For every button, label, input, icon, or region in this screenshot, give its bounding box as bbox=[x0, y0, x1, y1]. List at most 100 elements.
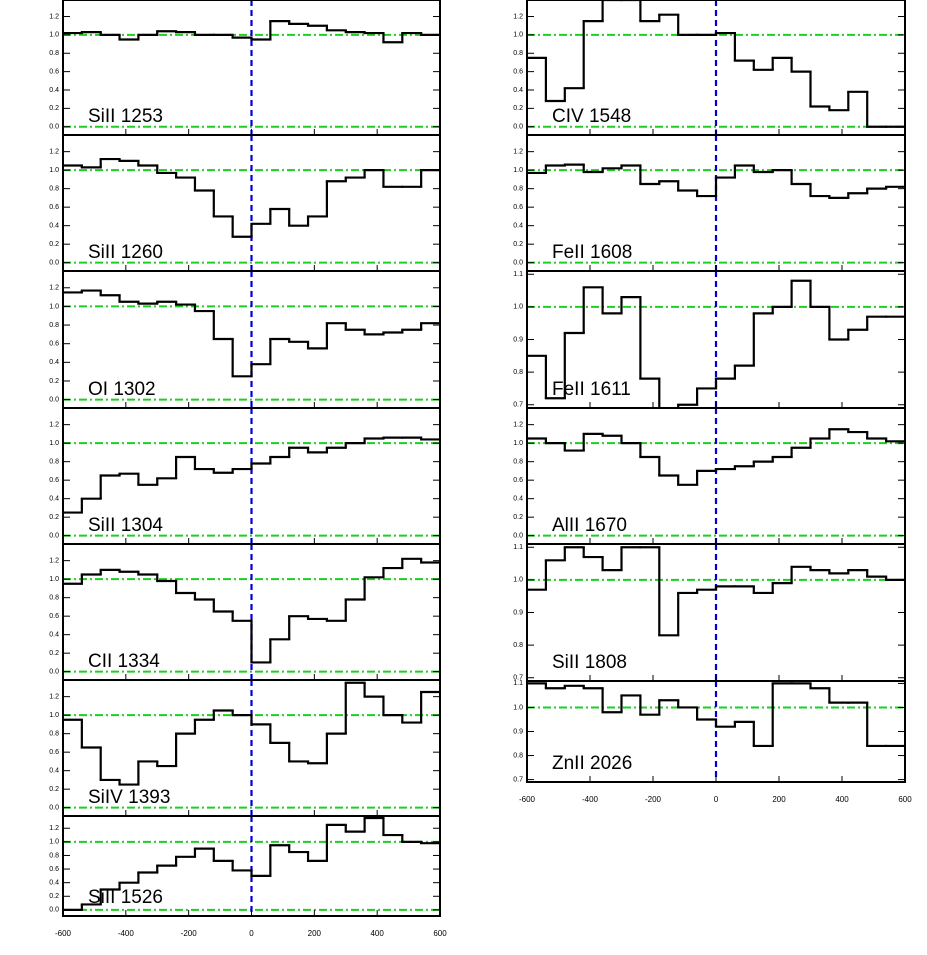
y-tick-label: 0.6 bbox=[513, 204, 523, 211]
x-tick-label: 400 bbox=[370, 929, 384, 938]
y-tick-label: 0.9 bbox=[513, 728, 523, 735]
y-tick-label: 0.8 bbox=[49, 322, 59, 329]
y-tick-label: 0.0 bbox=[49, 124, 59, 131]
y-tick-label: 1.0 bbox=[49, 839, 59, 846]
line-label: OI 1302 bbox=[88, 379, 156, 400]
panel bbox=[527, 271, 905, 408]
y-tick-label: 0.8 bbox=[513, 369, 523, 376]
y-tick-label: 1.0 bbox=[513, 577, 523, 584]
line-label: CII 1334 bbox=[88, 651, 160, 672]
y-tick-label: 0.6 bbox=[513, 68, 523, 75]
x-tick-label: 600 bbox=[898, 795, 912, 804]
y-tick-label: 0.4 bbox=[49, 768, 59, 775]
y-tick-label: 0.4 bbox=[49, 880, 59, 887]
panel bbox=[527, 544, 905, 681]
line-label: SiII 1526 bbox=[88, 887, 163, 908]
y-tick-label: 0.7 bbox=[513, 776, 523, 783]
y-tick-label: 0.0 bbox=[49, 396, 59, 403]
y-tick-label: 0.7 bbox=[513, 675, 523, 682]
x-tick-label: 0 bbox=[714, 795, 719, 804]
y-tick-label: 1.0 bbox=[513, 704, 523, 711]
y-tick-label: 1.0 bbox=[513, 32, 523, 39]
y-tick-label: 0.0 bbox=[49, 907, 59, 914]
y-tick-label: 1.2 bbox=[49, 557, 59, 564]
line-label: SiIV 1393 bbox=[88, 787, 170, 808]
y-tick-label: 0.4 bbox=[49, 87, 59, 94]
y-tick-label: 0.8 bbox=[49, 731, 59, 738]
y-tick-label: 1.0 bbox=[513, 440, 523, 447]
y-tick-label: 0.6 bbox=[49, 204, 59, 211]
y-tick-label: 0.6 bbox=[49, 866, 59, 873]
y-tick-label: 1.2 bbox=[513, 13, 523, 20]
line-label: ZnII 2026 bbox=[552, 753, 632, 774]
y-tick-label: 1.2 bbox=[513, 148, 523, 155]
line-label: SiII 1253 bbox=[88, 106, 163, 127]
y-tick-label: 1.0 bbox=[513, 304, 523, 311]
y-tick-label: 1.0 bbox=[513, 167, 523, 174]
x-tick-label: -200 bbox=[181, 929, 198, 938]
x-tick-label: 600 bbox=[433, 929, 447, 938]
y-tick-label: 0.6 bbox=[49, 341, 59, 348]
y-tick-label: 0.9 bbox=[513, 336, 523, 343]
y-tick-label: 0.8 bbox=[513, 752, 523, 759]
y-tick-label: 0.0 bbox=[513, 533, 523, 540]
y-tick-label: 1.0 bbox=[49, 303, 59, 310]
line-label: AlII 1670 bbox=[552, 515, 627, 536]
y-tick-label: 0.4 bbox=[49, 496, 59, 503]
y-tick-label: 0.0 bbox=[49, 805, 59, 812]
y-tick-label: 1.2 bbox=[49, 13, 59, 20]
y-tick-label: 0.2 bbox=[49, 893, 59, 900]
y-tick-label: 0.4 bbox=[513, 223, 523, 230]
y-tick-label: 1.1 bbox=[513, 544, 523, 551]
line-label: SiII 1808 bbox=[552, 652, 627, 673]
panel bbox=[63, 816, 440, 916]
y-tick-label: 0.4 bbox=[513, 87, 523, 94]
y-tick-label: 0.8 bbox=[513, 186, 523, 193]
y-tick-label: 1.2 bbox=[49, 421, 59, 428]
line-label: SiII 1304 bbox=[88, 515, 163, 536]
line-label: CIV 1548 bbox=[552, 106, 631, 127]
y-tick-label: 0.0 bbox=[49, 260, 59, 267]
y-tick-label: 1.2 bbox=[513, 421, 523, 428]
y-tick-label: 0.4 bbox=[513, 496, 523, 503]
y-tick-label: 0.6 bbox=[49, 749, 59, 756]
y-tick-label: 1.2 bbox=[49, 693, 59, 700]
y-tick-label: 1.0 bbox=[49, 167, 59, 174]
y-tick-label: 0.0 bbox=[49, 533, 59, 540]
x-tick-label: -400 bbox=[582, 795, 599, 804]
x-tick-label: 200 bbox=[772, 795, 786, 804]
line-label: SiII 1260 bbox=[88, 242, 163, 263]
panel bbox=[527, 0, 905, 135]
panel bbox=[63, 271, 440, 408]
y-tick-label: 0.8 bbox=[513, 50, 523, 57]
panel bbox=[527, 135, 905, 271]
y-tick-label: 1.0 bbox=[49, 712, 59, 719]
y-tick-label: 0.0 bbox=[513, 124, 523, 131]
panel bbox=[527, 408, 905, 544]
y-tick-label: 0.9 bbox=[513, 609, 523, 616]
y-tick-label: 0.2 bbox=[49, 378, 59, 385]
y-tick-label: 1.2 bbox=[49, 148, 59, 155]
y-tick-label: 1.0 bbox=[49, 440, 59, 447]
y-tick-label: 0.8 bbox=[49, 852, 59, 859]
line-label: FeII 1608 bbox=[552, 242, 632, 263]
y-tick-label: 0.0 bbox=[49, 669, 59, 676]
y-tick-label: 0.6 bbox=[49, 68, 59, 75]
y-tick-label: 0.8 bbox=[513, 642, 523, 649]
y-tick-label: 0.6 bbox=[49, 477, 59, 484]
y-tick-label: 0.2 bbox=[49, 241, 59, 248]
y-tick-label: 0.2 bbox=[49, 514, 59, 521]
x-tick-label: -600 bbox=[519, 795, 536, 804]
y-tick-label: 1.2 bbox=[49, 825, 59, 832]
x-tick-label: -200 bbox=[645, 795, 662, 804]
y-tick-label: 0.4 bbox=[49, 632, 59, 639]
y-tick-label: 0.2 bbox=[49, 105, 59, 112]
x-tick-label: 400 bbox=[835, 795, 849, 804]
panel bbox=[63, 0, 440, 135]
y-tick-label: 1.1 bbox=[513, 680, 523, 687]
panel bbox=[63, 408, 440, 544]
y-tick-label: 0.2 bbox=[513, 241, 523, 248]
y-tick-label: 0.8 bbox=[49, 50, 59, 57]
y-tick-label: 1.0 bbox=[49, 32, 59, 39]
